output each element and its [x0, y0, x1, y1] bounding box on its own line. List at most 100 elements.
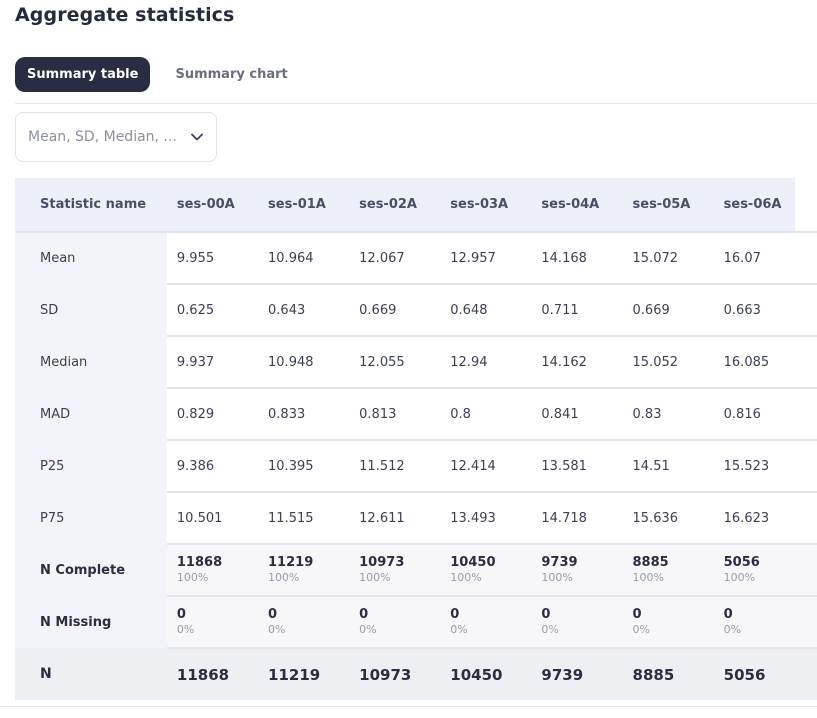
table-cell: 9.955	[166, 232, 259, 285]
table-cell: 15.523	[713, 440, 795, 493]
count-cell: 8885 100%	[622, 544, 714, 597]
count-cell: 10450 100%	[440, 544, 532, 597]
summary-table: Statistic name ses-00A ses-01A ses-02A ses-0…	[15, 178, 817, 700]
column-header: ses-06A	[713, 178, 795, 233]
count-value: 10450	[450, 555, 496, 570]
table-cell: 16.623	[713, 492, 795, 545]
row-spacer	[794, 492, 817, 545]
header-spacer	[794, 178, 817, 233]
row-spacer	[794, 596, 817, 649]
count-percent: 100%	[268, 571, 300, 584]
row-label: N Complete	[15, 544, 167, 596]
row-spacer	[794, 284, 817, 337]
row-spacer	[794, 336, 817, 389]
column-header: ses-01A	[258, 178, 350, 233]
table-row: MAD 0.829 0.833 0.813 0.8 0.841 0.83 0.816	[15, 388, 817, 441]
count-percent: 0%	[723, 623, 742, 636]
table-row: Mean 9.955 10.964 12.067 12.957 14.168 15.072 1…	[15, 232, 817, 285]
table-cell: 13.581	[531, 440, 623, 493]
count-value: 0	[632, 607, 642, 622]
row-label: N Missing	[15, 596, 167, 648]
count-cell: 10973 100%	[349, 544, 441, 597]
row-label: N	[15, 648, 167, 700]
column-header-statistic-name: Statistic name	[15, 178, 167, 233]
count-percent: 100%	[723, 571, 756, 584]
table-cell: 14.168	[531, 232, 623, 285]
statistics-select[interactable]: Mean, SD, Median, ...	[15, 112, 217, 162]
total-cell: 11868	[166, 648, 259, 700]
n-missing-row: N Missing 0 0% 0 0% 0 0% 0 0% 0 0% 0 0% 0 0%	[15, 596, 817, 649]
table-cell: 11.515	[258, 492, 350, 545]
table-cell: 0.669	[622, 284, 714, 337]
count-value: 9739	[541, 555, 578, 570]
count-value: 11219	[268, 555, 314, 570]
count-value: 0	[359, 607, 369, 622]
total-cell: 9739	[531, 648, 623, 700]
row-label: Median	[15, 336, 167, 388]
count-cell: 11219 100%	[258, 544, 350, 597]
count-cell: 0 0%	[349, 596, 441, 649]
table-cell: 12.067	[349, 232, 441, 285]
count-cell: 0 0%	[440, 596, 532, 649]
total-cell: 10973	[349, 648, 441, 700]
count-percent: 0%	[541, 623, 559, 636]
count-value: 0	[176, 607, 186, 622]
row-label: SD	[15, 284, 167, 336]
row-label: P75	[15, 492, 167, 544]
table-cell: 9.937	[166, 336, 259, 389]
table-cell: 16.07	[713, 232, 795, 285]
row-spacer	[794, 440, 817, 493]
table-cell: 12.611	[349, 492, 441, 545]
table-cell: 14.51	[622, 440, 714, 493]
table-cell: 14.718	[531, 492, 623, 545]
bottom-divider	[0, 706, 817, 707]
count-value: 10973	[359, 555, 405, 570]
column-header: ses-00A	[166, 178, 259, 233]
count-value: 0	[268, 607, 278, 622]
count-value: 0	[723, 607, 733, 622]
statistics-select-value: Mean, SD, Median, ...	[28, 129, 177, 145]
column-header: ses-02A	[349, 178, 441, 233]
table-cell: 12.055	[349, 336, 441, 389]
table-cell: 11.512	[349, 440, 441, 493]
table-cell: 0.816	[713, 388, 795, 441]
n-total-row: N 11868 11219 10973 10450 9739 8885 5056	[15, 648, 817, 700]
table-cell: 0.813	[349, 388, 441, 441]
table-cell: 10.395	[258, 440, 350, 493]
table-cell: 10.964	[258, 232, 350, 285]
table-cell: 9.386	[166, 440, 259, 493]
count-percent: 100%	[632, 571, 664, 584]
table-cell: 0.8	[440, 388, 532, 441]
table-row: P25 9.386 10.395 11.512 12.414 13.581 14.51 15.…	[15, 440, 817, 493]
count-percent: 100%	[541, 571, 573, 584]
table-cell: 0.663	[713, 284, 795, 337]
count-percent: 0%	[268, 623, 286, 636]
tabs-divider	[15, 103, 817, 104]
total-cell: 5056	[713, 648, 795, 700]
row-label: Mean	[15, 232, 167, 284]
total-cell: 8885	[622, 648, 714, 700]
n-complete-row: N Complete 11868 100% 11219 100% 10973 100% 104…	[15, 544, 817, 597]
count-cell: 0 0%	[622, 596, 714, 649]
table-cell: 0.643	[258, 284, 350, 337]
table-cell: 12.94	[440, 336, 532, 389]
table-cell: 14.162	[531, 336, 623, 389]
tab-summary-chart[interactable]: Summary chart	[175, 67, 288, 82]
table-cell: 10.948	[258, 336, 350, 389]
table-cell: 0.83	[622, 388, 714, 441]
table-row: SD 0.625 0.643 0.669 0.648 0.711 0.669 0.663	[15, 284, 817, 337]
table-cell: 15.636	[622, 492, 714, 545]
total-cell: 10450	[440, 648, 532, 700]
total-cell: 11219	[258, 648, 350, 700]
table-header-row: Statistic name ses-00A ses-01A ses-02A ses-0…	[15, 178, 817, 233]
column-header: ses-05A	[622, 178, 714, 233]
tab-summary-table[interactable]: Summary table	[15, 57, 151, 92]
view-tabs: Summary table Summary chart	[15, 57, 300, 92]
count-percent: 0%	[450, 623, 468, 636]
count-cell: 9739 100%	[531, 544, 623, 597]
count-cell: 0 0%	[713, 596, 795, 649]
row-spacer	[794, 388, 817, 441]
count-cell: 0 0%	[531, 596, 623, 649]
count-cell: 0 0%	[258, 596, 350, 649]
count-percent: 0%	[176, 623, 195, 636]
